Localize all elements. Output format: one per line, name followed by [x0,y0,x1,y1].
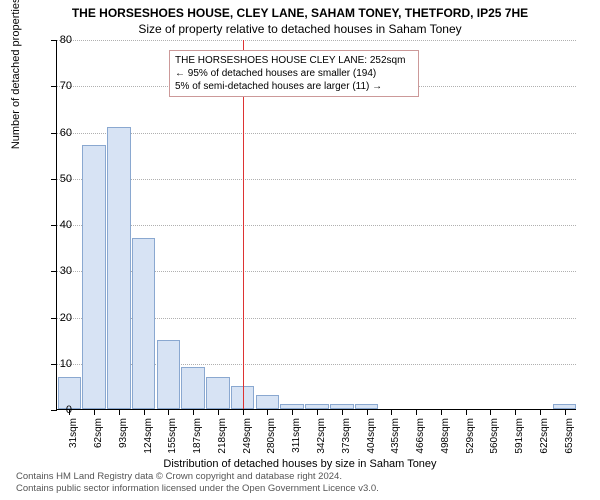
x-tick [441,409,442,415]
y-tick-label: 50 [48,173,72,185]
x-tick [168,409,169,415]
annotation-box: THE HORSESHOES HOUSE CLEY LANE: 252sqm ←… [169,50,419,97]
page-title: THE HORSESHOES HOUSE, CLEY LANE, SAHAM T… [0,0,600,20]
x-tick [119,409,120,415]
x-tick-label: 466sqm [415,418,426,458]
x-tick-label: 622sqm [539,418,550,458]
y-tick-label: 40 [48,219,72,231]
y-tick-label: 60 [48,127,72,139]
footer-line: Contains HM Land Registry data © Crown c… [16,471,379,482]
footer-attribution: Contains HM Land Registry data © Crown c… [16,471,379,494]
x-tick [292,409,293,415]
x-tick-label: 249sqm [242,418,253,458]
x-tick-label: 124sqm [143,418,154,458]
x-tick [391,409,392,415]
histogram-chart: THE HORSESHOES HOUSE CLEY LANE: 252sqm ←… [56,40,576,410]
x-tick [565,409,566,415]
bar [256,395,280,409]
x-tick-label: 155sqm [167,418,178,458]
x-tick-label: 342sqm [316,418,327,458]
x-tick-label: 435sqm [390,418,401,458]
x-tick-label: 31sqm [68,418,79,458]
x-tick-label: 311sqm [291,418,302,458]
y-tick-label: 20 [48,312,72,324]
y-tick-label: 30 [48,265,72,277]
bar [132,238,156,409]
x-tick [317,409,318,415]
x-tick-label: 187sqm [192,418,203,458]
x-axis-label: Distribution of detached houses by size … [0,458,600,470]
y-tick-label: 0 [48,404,72,416]
x-tick-label: 653sqm [564,418,575,458]
bar [206,377,230,409]
y-axis-label: Number of detached properties [10,0,22,149]
x-tick-label: 373sqm [341,418,352,458]
bar [107,127,131,409]
bar [82,145,106,409]
annotation-line: THE HORSESHOES HOUSE CLEY LANE: 252sqm [175,54,413,67]
y-tick-label: 10 [48,358,72,370]
x-tick-label: 560sqm [489,418,500,458]
x-tick [218,409,219,415]
x-tick [515,409,516,415]
x-tick-label: 498sqm [440,418,451,458]
y-tick-label: 80 [48,34,72,46]
x-tick-label: 280sqm [266,418,277,458]
bar [181,367,205,409]
x-tick [466,409,467,415]
x-tick [540,409,541,415]
bar [157,340,181,409]
plot-region: THE HORSESHOES HOUSE CLEY LANE: 252sqm ←… [56,40,576,410]
x-tick [94,409,95,415]
x-tick-label: 93sqm [118,418,129,458]
x-tick-label: 62sqm [93,418,104,458]
x-tick [342,409,343,415]
footer-line: Contains public sector information licen… [16,483,379,494]
x-tick-label: 404sqm [366,418,377,458]
x-tick [490,409,491,415]
annotation-line: ← 95% of detached houses are smaller (19… [175,67,413,80]
x-tick [416,409,417,415]
y-tick-label: 70 [48,80,72,92]
page-subtitle: Size of property relative to detached ho… [0,20,600,40]
x-tick [267,409,268,415]
x-tick [367,409,368,415]
annotation-line: 5% of semi-detached houses are larger (1… [175,80,413,93]
x-tick-label: 218sqm [217,418,228,458]
x-tick [243,409,244,415]
x-tick-label: 529sqm [465,418,476,458]
x-tick [144,409,145,415]
x-tick [193,409,194,415]
x-tick-label: 591sqm [514,418,525,458]
